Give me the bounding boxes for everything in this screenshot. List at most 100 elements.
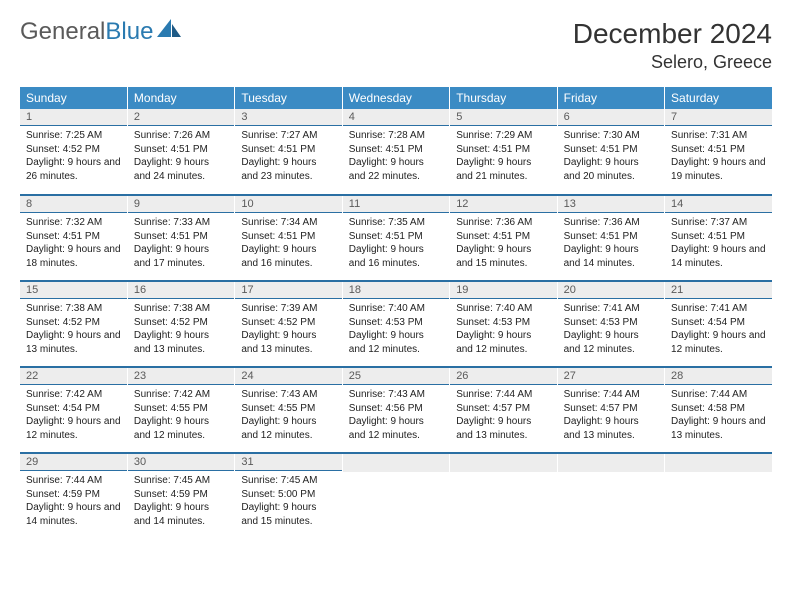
calendar-day-cell: 10Sunrise: 7:34 AMSunset: 4:51 PMDayligh… xyxy=(235,195,342,281)
calendar-day-cell: 12Sunrise: 7:36 AMSunset: 4:51 PMDayligh… xyxy=(450,195,557,281)
sunset-line: Sunset: 4:57 PM xyxy=(564,402,658,416)
daylight-line: Daylight: 9 hours and 17 minutes. xyxy=(134,243,228,270)
sunrise-line: Sunrise: 7:44 AM xyxy=(26,474,121,488)
sunset-line: Sunset: 4:56 PM xyxy=(349,402,443,416)
day-number: 3 xyxy=(235,109,341,126)
sunrise-line: Sunrise: 7:28 AM xyxy=(349,129,443,143)
sunset-line: Sunset: 4:51 PM xyxy=(134,143,228,157)
day-details: Sunrise: 7:43 AMSunset: 4:56 PMDaylight:… xyxy=(343,385,449,446)
sunset-line: Sunset: 4:51 PM xyxy=(456,143,550,157)
sunrise-line: Sunrise: 7:38 AM xyxy=(134,302,228,316)
daylight-line: Daylight: 9 hours and 16 minutes. xyxy=(241,243,335,270)
sunset-line: Sunset: 4:54 PM xyxy=(671,316,766,330)
day-details: Sunrise: 7:29 AMSunset: 4:51 PMDaylight:… xyxy=(450,126,556,187)
calendar-day-cell: 28Sunrise: 7:44 AMSunset: 4:58 PMDayligh… xyxy=(665,367,772,453)
day-details: Sunrise: 7:33 AMSunset: 4:51 PMDaylight:… xyxy=(128,213,234,274)
calendar-empty-cell xyxy=(450,453,557,539)
daylight-line: Daylight: 9 hours and 13 minutes. xyxy=(671,415,766,442)
calendar-day-cell: 16Sunrise: 7:38 AMSunset: 4:52 PMDayligh… xyxy=(127,281,234,367)
empty-day-header xyxy=(558,454,664,472)
calendar-day-cell: 30Sunrise: 7:45 AMSunset: 4:59 PMDayligh… xyxy=(127,453,234,539)
sunrise-line: Sunrise: 7:40 AM xyxy=(349,302,443,316)
weekday-header: Monday xyxy=(127,87,234,109)
day-number: 25 xyxy=(343,368,449,385)
sunrise-line: Sunrise: 7:42 AM xyxy=(26,388,121,402)
daylight-line: Daylight: 9 hours and 12 minutes. xyxy=(241,415,335,442)
day-details: Sunrise: 7:44 AMSunset: 4:58 PMDaylight:… xyxy=(665,385,772,446)
calendar-day-cell: 1Sunrise: 7:25 AMSunset: 4:52 PMDaylight… xyxy=(20,109,127,195)
daylight-line: Daylight: 9 hours and 23 minutes. xyxy=(241,156,335,183)
day-details: Sunrise: 7:40 AMSunset: 4:53 PMDaylight:… xyxy=(450,299,556,360)
sunrise-line: Sunrise: 7:37 AM xyxy=(671,216,766,230)
daylight-line: Daylight: 9 hours and 14 minutes. xyxy=(26,501,121,528)
day-details: Sunrise: 7:37 AMSunset: 4:51 PMDaylight:… xyxy=(665,213,772,274)
daylight-line: Daylight: 9 hours and 15 minutes. xyxy=(241,501,335,528)
calendar-day-cell: 7Sunrise: 7:31 AMSunset: 4:51 PMDaylight… xyxy=(665,109,772,195)
calendar-day-cell: 6Sunrise: 7:30 AMSunset: 4:51 PMDaylight… xyxy=(557,109,664,195)
sunset-line: Sunset: 4:52 PM xyxy=(26,316,121,330)
calendar-day-cell: 3Sunrise: 7:27 AMSunset: 4:51 PMDaylight… xyxy=(235,109,342,195)
calendar-day-cell: 31Sunrise: 7:45 AMSunset: 5:00 PMDayligh… xyxy=(235,453,342,539)
sunrise-line: Sunrise: 7:39 AM xyxy=(241,302,335,316)
sunset-line: Sunset: 4:58 PM xyxy=(671,402,766,416)
day-number: 2 xyxy=(128,109,234,126)
calendar-week-row: 8Sunrise: 7:32 AMSunset: 4:51 PMDaylight… xyxy=(20,195,772,281)
day-number: 16 xyxy=(128,282,234,299)
day-number: 15 xyxy=(20,282,127,299)
daylight-line: Daylight: 9 hours and 12 minutes. xyxy=(349,415,443,442)
calendar-day-cell: 15Sunrise: 7:38 AMSunset: 4:52 PMDayligh… xyxy=(20,281,127,367)
sunrise-line: Sunrise: 7:35 AM xyxy=(349,216,443,230)
day-number: 17 xyxy=(235,282,341,299)
day-number: 18 xyxy=(343,282,449,299)
sunset-line: Sunset: 4:52 PM xyxy=(26,143,121,157)
weekday-header: Thursday xyxy=(450,87,557,109)
day-number: 6 xyxy=(558,109,664,126)
sunrise-line: Sunrise: 7:44 AM xyxy=(564,388,658,402)
day-details: Sunrise: 7:31 AMSunset: 4:51 PMDaylight:… xyxy=(665,126,772,187)
daylight-line: Daylight: 9 hours and 12 minutes. xyxy=(671,329,766,356)
calendar-day-cell: 29Sunrise: 7:44 AMSunset: 4:59 PMDayligh… xyxy=(20,453,127,539)
day-details: Sunrise: 7:45 AMSunset: 4:59 PMDaylight:… xyxy=(128,471,234,532)
sunset-line: Sunset: 4:51 PM xyxy=(134,230,228,244)
day-details: Sunrise: 7:28 AMSunset: 4:51 PMDaylight:… xyxy=(343,126,449,187)
calendar-day-cell: 11Sunrise: 7:35 AMSunset: 4:51 PMDayligh… xyxy=(342,195,449,281)
day-number: 29 xyxy=(20,454,127,471)
daylight-line: Daylight: 9 hours and 18 minutes. xyxy=(26,243,121,270)
day-number: 26 xyxy=(450,368,556,385)
header: GeneralBlue December 2024 Selero, Greece xyxy=(20,18,772,73)
calendar-day-cell: 17Sunrise: 7:39 AMSunset: 4:52 PMDayligh… xyxy=(235,281,342,367)
calendar-day-cell: 18Sunrise: 7:40 AMSunset: 4:53 PMDayligh… xyxy=(342,281,449,367)
daylight-line: Daylight: 9 hours and 14 minutes. xyxy=(134,501,228,528)
weekday-header: Tuesday xyxy=(235,87,342,109)
sunset-line: Sunset: 4:55 PM xyxy=(241,402,335,416)
day-details: Sunrise: 7:36 AMSunset: 4:51 PMDaylight:… xyxy=(558,213,664,274)
day-details: Sunrise: 7:34 AMSunset: 4:51 PMDaylight:… xyxy=(235,213,341,274)
day-details: Sunrise: 7:44 AMSunset: 4:57 PMDaylight:… xyxy=(558,385,664,446)
day-details: Sunrise: 7:32 AMSunset: 4:51 PMDaylight:… xyxy=(20,213,127,274)
sunset-line: Sunset: 4:51 PM xyxy=(26,230,121,244)
day-number: 1 xyxy=(20,109,127,126)
brand-part2: Blue xyxy=(105,18,153,46)
calendar-week-row: 22Sunrise: 7:42 AMSunset: 4:54 PMDayligh… xyxy=(20,367,772,453)
calendar-day-cell: 20Sunrise: 7:41 AMSunset: 4:53 PMDayligh… xyxy=(557,281,664,367)
sunrise-line: Sunrise: 7:38 AM xyxy=(26,302,121,316)
brand-part1: General xyxy=(20,18,105,46)
day-details: Sunrise: 7:39 AMSunset: 4:52 PMDaylight:… xyxy=(235,299,341,360)
calendar-day-cell: 26Sunrise: 7:44 AMSunset: 4:57 PMDayligh… xyxy=(450,367,557,453)
brand-logo: GeneralBlue xyxy=(20,18,183,46)
sunrise-line: Sunrise: 7:27 AM xyxy=(241,129,335,143)
calendar-day-cell: 4Sunrise: 7:28 AMSunset: 4:51 PMDaylight… xyxy=(342,109,449,195)
day-details: Sunrise: 7:26 AMSunset: 4:51 PMDaylight:… xyxy=(128,126,234,187)
day-number: 8 xyxy=(20,196,127,213)
sunset-line: Sunset: 4:51 PM xyxy=(349,230,443,244)
sunset-line: Sunset: 4:59 PM xyxy=(134,488,228,502)
calendar-day-cell: 27Sunrise: 7:44 AMSunset: 4:57 PMDayligh… xyxy=(557,367,664,453)
day-number: 4 xyxy=(343,109,449,126)
calendar-week-row: 15Sunrise: 7:38 AMSunset: 4:52 PMDayligh… xyxy=(20,281,772,367)
sunrise-line: Sunrise: 7:44 AM xyxy=(456,388,550,402)
sunrise-line: Sunrise: 7:44 AM xyxy=(671,388,766,402)
day-number: 27 xyxy=(558,368,664,385)
sunset-line: Sunset: 4:51 PM xyxy=(456,230,550,244)
day-number: 14 xyxy=(665,196,772,213)
day-number: 9 xyxy=(128,196,234,213)
